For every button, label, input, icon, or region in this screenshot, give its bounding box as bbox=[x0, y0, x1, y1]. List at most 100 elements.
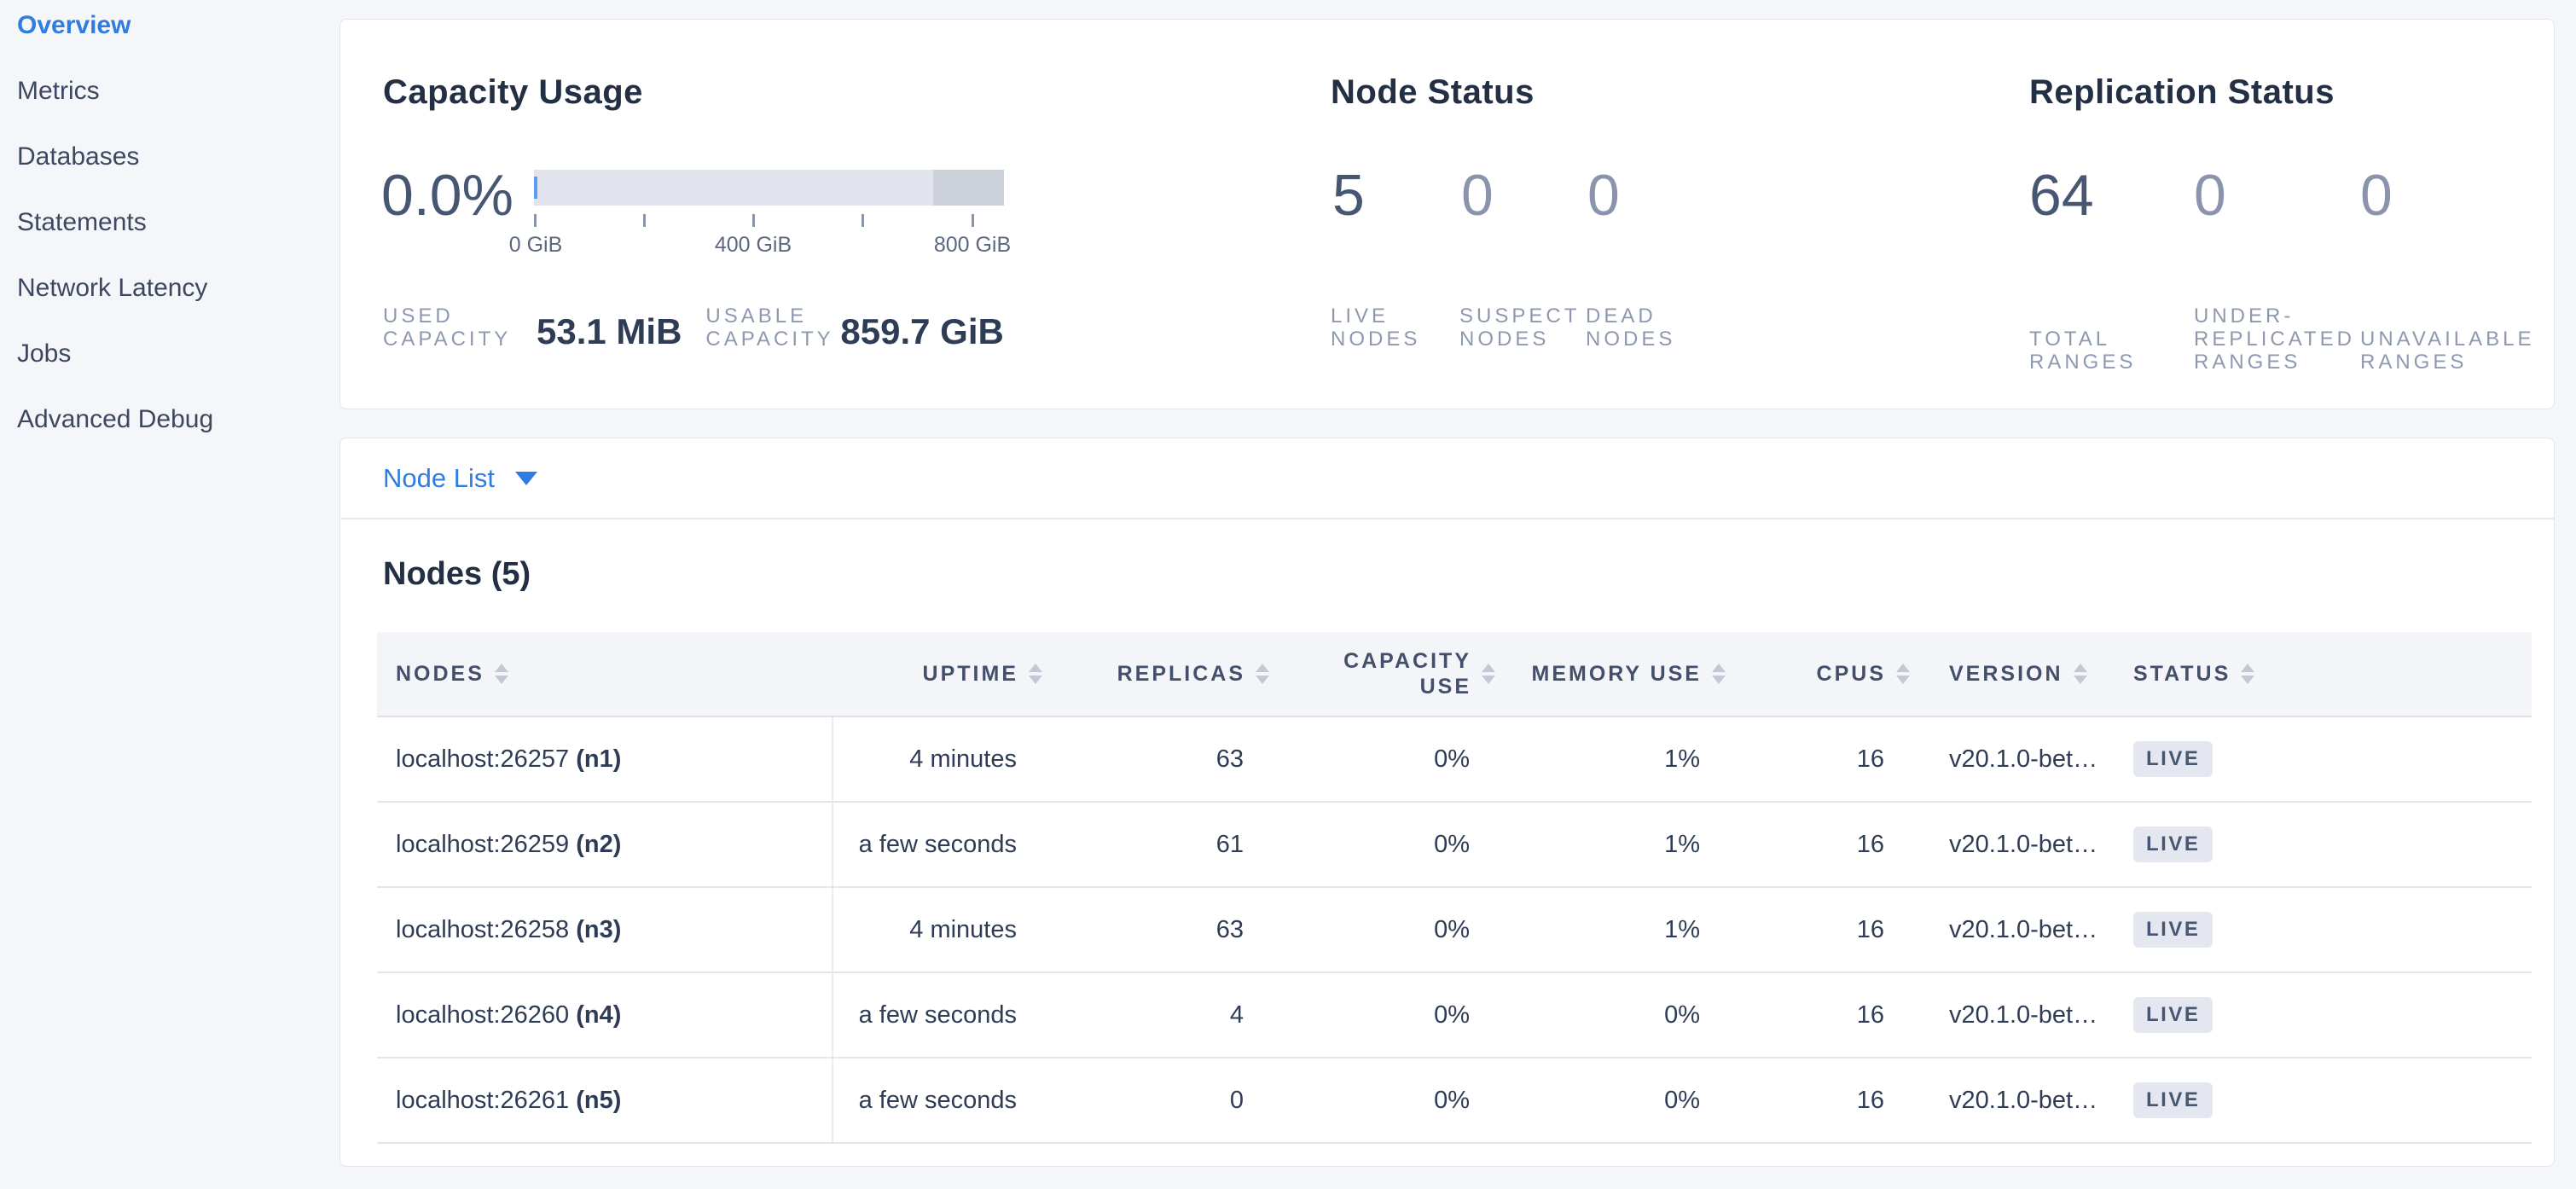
node-version: v20.1.0-bet… bbox=[1949, 830, 2098, 858]
sort-icon bbox=[2073, 664, 2087, 684]
column-header-version[interactable]: VERSION bbox=[1927, 632, 2091, 716]
column-header-uptime[interactable]: UPTIME bbox=[832, 632, 1059, 716]
node-cpus: 16 bbox=[1856, 1086, 1884, 1114]
replication-numbers: 64 0 0 bbox=[2029, 166, 2393, 224]
capacity-gauge: 0 GiB 400 GiB 800 GiB bbox=[509, 170, 1011, 272]
axis-tick-label: 0 GiB bbox=[508, 233, 563, 257]
sidebar-item-overview[interactable]: Overview bbox=[17, 10, 131, 39]
axis-tick bbox=[862, 214, 864, 227]
sidebar-item-metrics[interactable]: Metrics bbox=[17, 76, 100, 105]
dead-nodes-count: 0 bbox=[1587, 163, 1620, 228]
node-uptime: 4 minutes bbox=[832, 717, 1059, 801]
node-memory-use: 1% bbox=[1664, 745, 1700, 773]
capacity-gauge-track bbox=[534, 170, 1004, 206]
node-replicas: 4 bbox=[1229, 1000, 1244, 1029]
table-row[interactable]: localhost:26261 (n5) a few seconds 0 0% … bbox=[377, 1058, 2532, 1144]
sidebar-item-network-latency[interactable]: Network Latency bbox=[17, 273, 208, 302]
live-nodes-label: LIVE NODES bbox=[1331, 304, 1421, 351]
node-version: v20.1.0-bet… bbox=[1949, 1086, 2098, 1114]
column-header-cpus[interactable]: CPUS bbox=[1743, 632, 1927, 716]
status-badge: LIVE bbox=[2133, 912, 2213, 948]
node-status-labels: LIVE NODES SUSPECT NODES DEAD NODES bbox=[1331, 304, 1680, 351]
node-replicas: 63 bbox=[1215, 915, 1244, 943]
status-badge: LIVE bbox=[2133, 1082, 2213, 1118]
sidebar-item-statements[interactable]: Statements bbox=[17, 207, 147, 236]
node-version: v20.1.0-bet… bbox=[1949, 915, 2098, 943]
unavailable-ranges-label: UNAVAILABLE RANGES bbox=[2360, 328, 2535, 374]
node-list-panel: Node List Nodes (5) NODES UPTIME REPLICA… bbox=[339, 438, 2555, 1167]
node-list-dropdown-label: Node List bbox=[383, 462, 495, 493]
capacity-used-percent: 0.0% bbox=[381, 163, 513, 228]
dead-nodes-label: DEAD NODES bbox=[1586, 304, 1676, 351]
node-address[interactable]: localhost:26260 (n4) bbox=[396, 1000, 622, 1029]
node-cpus: 16 bbox=[1856, 1000, 1884, 1029]
sort-icon bbox=[2241, 664, 2255, 684]
under-replicated-ranges-label: UNDER-REPLICATED RANGES bbox=[2194, 304, 2355, 374]
node-status-numbers: 5 0 0 bbox=[1332, 166, 1620, 224]
sidebar: Overview Metrics Databases Statements Ne… bbox=[0, 0, 338, 452]
table-row[interactable]: localhost:26260 (n4) a few seconds 4 0% … bbox=[377, 973, 2532, 1058]
sort-icon bbox=[1712, 664, 1726, 684]
sort-icon bbox=[1482, 664, 1495, 684]
axis-tick bbox=[643, 214, 646, 227]
caret-down-icon bbox=[514, 471, 537, 485]
column-header-replicas[interactable]: REPLICAS bbox=[1059, 632, 1286, 716]
node-version: v20.1.0-bet… bbox=[1949, 745, 2098, 773]
capacity-gauge-dark-segment bbox=[933, 170, 1004, 206]
nodes-table-header: NODES UPTIME REPLICAS CAPACITY USE MEMOR… bbox=[377, 632, 2532, 717]
node-memory-use: 1% bbox=[1664, 915, 1700, 943]
node-memory-use: 0% bbox=[1664, 1000, 1700, 1029]
axis-tick bbox=[972, 214, 974, 227]
status-badge: LIVE bbox=[2133, 741, 2213, 777]
usable-capacity-label: USABLE CAPACITY bbox=[705, 304, 834, 351]
node-address[interactable]: localhost:26259 (n2) bbox=[396, 830, 622, 858]
table-row[interactable]: localhost:26259 (n2) a few seconds 61 0%… bbox=[377, 803, 2532, 888]
node-address[interactable]: localhost:26261 (n5) bbox=[396, 1086, 622, 1114]
column-header-capacity-use[interactable]: CAPACITY USE bbox=[1286, 632, 1512, 716]
node-replicas: 0 bbox=[1229, 1086, 1244, 1114]
node-uptime: a few seconds bbox=[832, 973, 1059, 1057]
sidebar-item-databases[interactable]: Databases bbox=[17, 142, 140, 171]
node-list-selector-bar: Node List bbox=[340, 438, 2554, 519]
sidebar-item-advanced-debug[interactable]: Advanced Debug bbox=[17, 404, 214, 433]
table-row[interactable]: localhost:26258 (n3) 4 minutes 63 0% 1% … bbox=[377, 888, 2532, 973]
axis-tick bbox=[752, 214, 755, 227]
node-list-dropdown[interactable]: Node List bbox=[383, 463, 537, 494]
node-capacity-use: 0% bbox=[1434, 745, 1470, 773]
node-cpus: 16 bbox=[1856, 745, 1884, 773]
column-header-memory-use[interactable]: MEMORY USE bbox=[1512, 632, 1743, 716]
node-memory-use: 1% bbox=[1664, 830, 1700, 858]
node-capacity-use: 0% bbox=[1434, 1086, 1470, 1114]
used-capacity-label: USED CAPACITY bbox=[383, 304, 512, 351]
live-nodes-count: 5 bbox=[1332, 163, 1365, 228]
status-badge: LIVE bbox=[2133, 826, 2213, 862]
node-address[interactable]: localhost:26258 (n3) bbox=[396, 915, 622, 943]
cluster-summary-panel: Capacity Usage 0.0% 0 GiB 400 GiB 800 Gi… bbox=[339, 19, 2555, 409]
node-cpus: 16 bbox=[1856, 830, 1884, 858]
sort-icon bbox=[1896, 664, 1910, 684]
sort-icon bbox=[494, 664, 508, 684]
table-row[interactable]: localhost:26257 (n1) 4 minutes 63 0% 1% … bbox=[377, 717, 2532, 803]
node-version: v20.1.0-bet… bbox=[1949, 1000, 2098, 1029]
replication-status-title: Replication Status bbox=[2029, 73, 2335, 111]
node-cpus: 16 bbox=[1856, 915, 1884, 943]
replication-labels: TOTAL RANGES UNDER-REPLICATED RANGES UNA… bbox=[2029, 304, 2561, 374]
nodes-section-title: Nodes (5) bbox=[383, 556, 531, 592]
column-header-nodes[interactable]: NODES bbox=[377, 632, 832, 716]
total-ranges-count: 64 bbox=[2029, 163, 2094, 228]
sort-icon bbox=[1029, 664, 1042, 684]
used-capacity-value: 53.1 MiB bbox=[537, 311, 682, 351]
node-uptime: a few seconds bbox=[832, 1058, 1059, 1142]
node-status-title: Node Status bbox=[1331, 73, 1535, 111]
node-memory-use: 0% bbox=[1664, 1086, 1700, 1114]
node-capacity-use: 0% bbox=[1434, 830, 1470, 858]
sidebar-item-jobs[interactable]: Jobs bbox=[17, 339, 72, 368]
column-header-status[interactable]: STATUS bbox=[2091, 632, 2532, 716]
node-address[interactable]: localhost:26257 (n1) bbox=[396, 745, 622, 773]
under-replicated-ranges-count: 0 bbox=[2194, 163, 2226, 228]
sort-icon bbox=[1256, 664, 1269, 684]
suspect-nodes-count: 0 bbox=[1461, 163, 1494, 228]
node-uptime: a few seconds bbox=[832, 803, 1059, 886]
node-replicas: 63 bbox=[1215, 745, 1244, 773]
capacity-gauge-used-marker bbox=[534, 177, 537, 199]
